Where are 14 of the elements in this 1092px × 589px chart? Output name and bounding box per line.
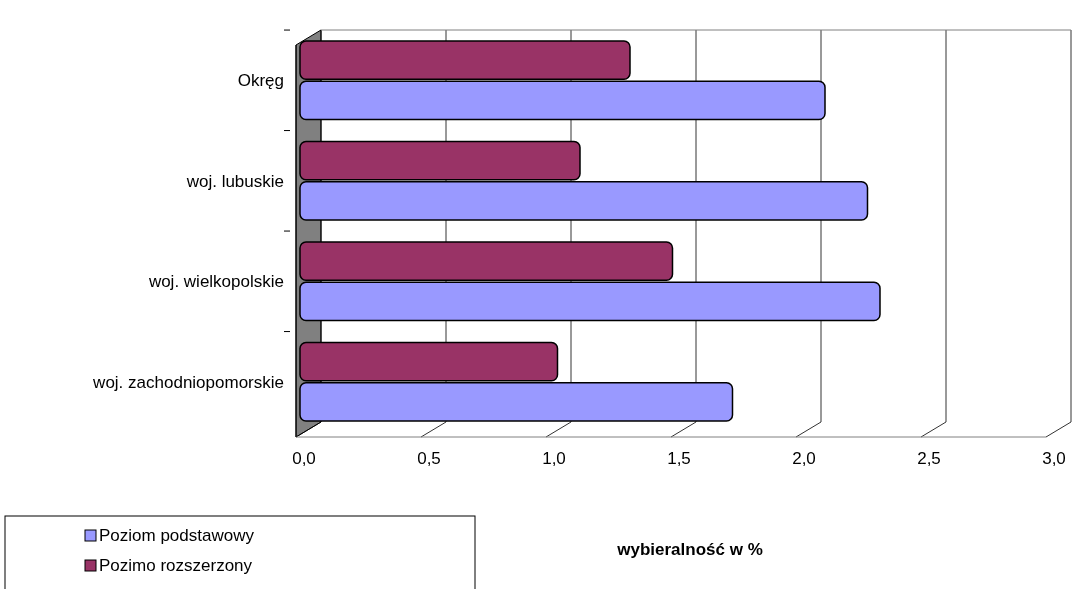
x-tick-label: 2,5: [917, 449, 941, 468]
y-tick-label: woj. zachodniopomorskie: [92, 372, 284, 392]
x-tick-label: 1,5: [667, 449, 691, 468]
x-axis-title: wybieralność w %: [616, 540, 763, 559]
x-tick-label: 0,5: [417, 449, 441, 468]
y-tick-label: woj. lubuskie: [185, 171, 284, 191]
x-tick-label: 0,0: [292, 449, 316, 468]
x-tick-label: 2,0: [792, 449, 816, 468]
legend-label: Poziom podstawowy: [99, 526, 255, 545]
x-tick-label: 1,0: [542, 449, 566, 468]
x-tick-label: 3,0: [1042, 449, 1066, 468]
y-tick-label: woj. wielkopolskie: [147, 272, 284, 292]
legend-label: Pozimo rozszerzony: [99, 556, 253, 575]
y-tick-label: Okręg: [237, 71, 284, 91]
